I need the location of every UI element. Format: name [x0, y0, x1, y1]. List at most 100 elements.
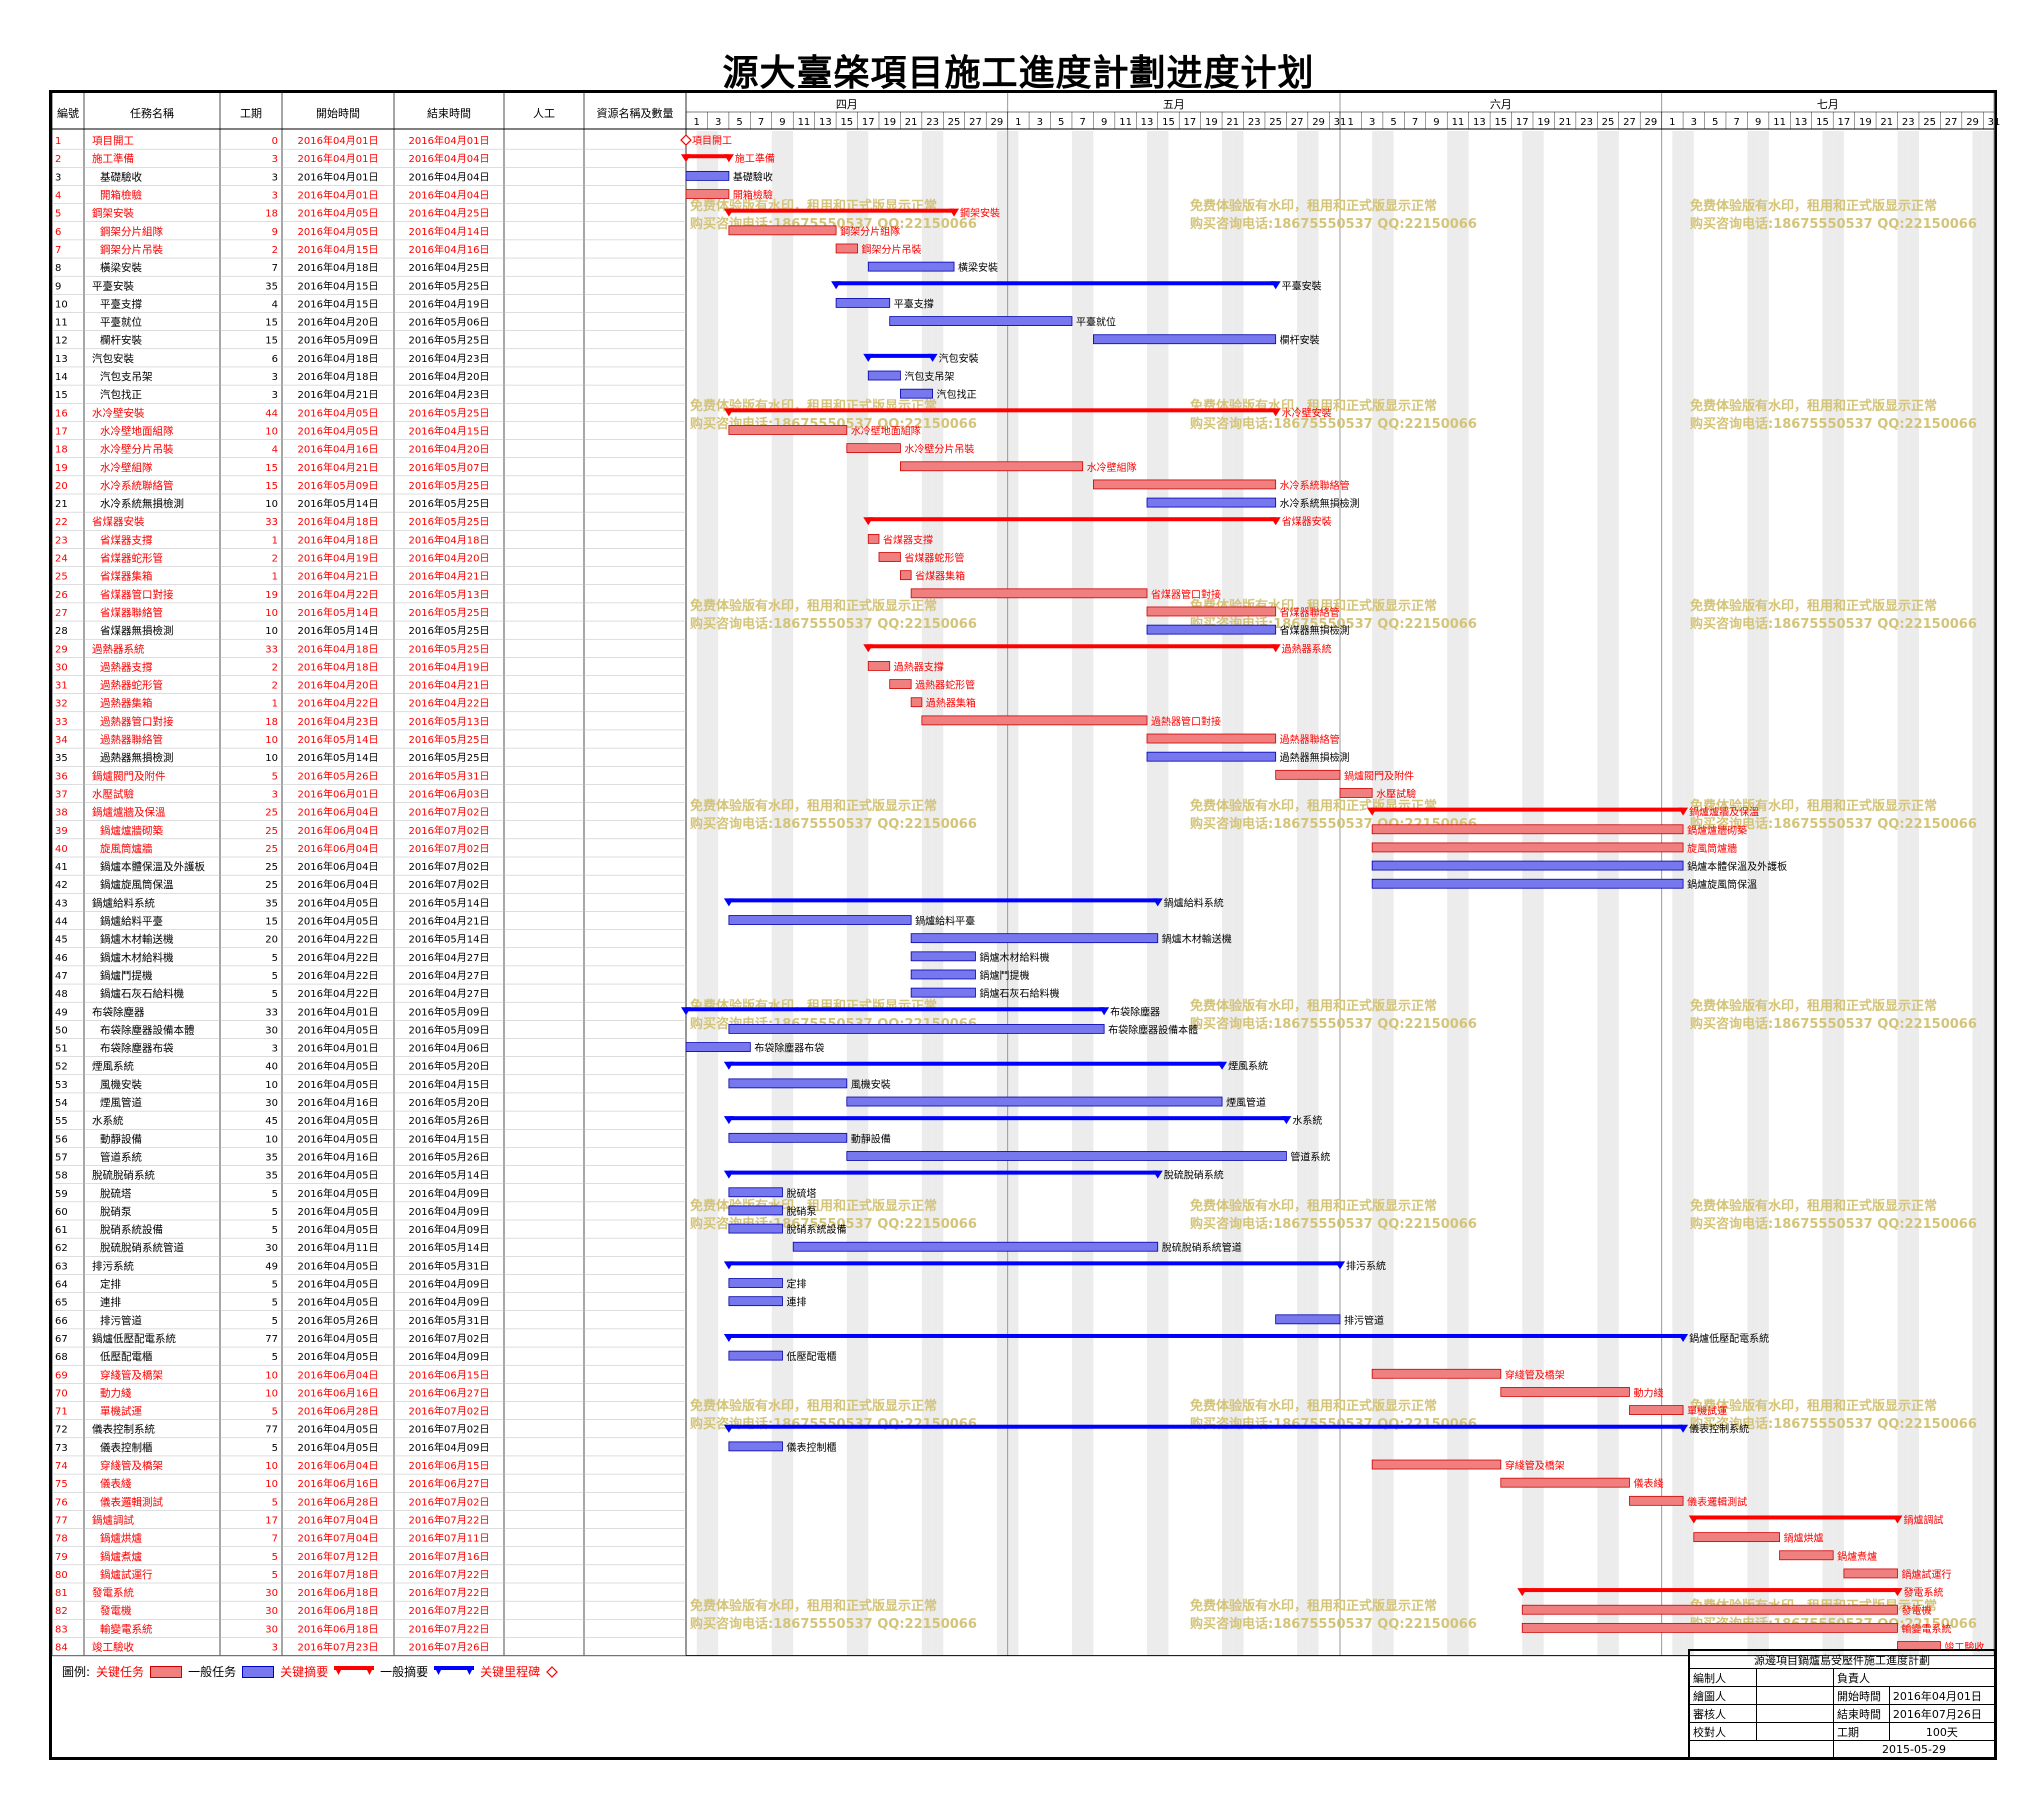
task-id: 33: [55, 717, 68, 728]
task-duration: 35: [265, 281, 278, 292]
task-duration: 10: [265, 626, 278, 637]
task-duration: 45: [265, 1116, 278, 1127]
day-label: 29: [1966, 117, 1979, 128]
task-id: 54: [55, 1098, 68, 1109]
task-id: 18: [55, 445, 68, 456]
task-end: 2016年04月25日: [409, 207, 490, 220]
bar-label: 旋風筒爐牆: [1687, 842, 1737, 855]
watermark-line1: 免费体验版有水印，租用和正式版显示正常: [1190, 198, 1437, 214]
task-name: 鍋爐鬥提機: [100, 969, 153, 982]
task-bar: [1521, 1622, 1898, 1633]
day-label: 17: [1516, 117, 1529, 128]
bar-label: 脫硝系統設備: [786, 1223, 846, 1236]
task-name: 儀表控制櫃: [100, 1441, 153, 1454]
task-name: 水冷壁組隊: [100, 461, 153, 474]
task-start: 2016年04月05日: [298, 1169, 379, 1182]
task-duration: 4: [272, 445, 278, 456]
day-label: 23: [1902, 117, 1915, 128]
task-bar: [1500, 1387, 1630, 1397]
task-duration: 10: [265, 1080, 278, 1091]
watermark-line1: 免费体验版有水印，租用和正式版显示正常: [690, 998, 937, 1014]
task-id: 35: [55, 753, 68, 764]
task-name: 水冷系統聯絡管: [100, 479, 174, 492]
bar-label: 省煤器蛇形管: [904, 552, 964, 565]
task-end: 2016年04月15日: [409, 1132, 490, 1145]
task-end: 2016年04月16日: [409, 243, 490, 256]
task-id: 48: [55, 989, 68, 1000]
task-duration: 25: [265, 844, 278, 855]
task-end: 2016年05月13日: [409, 715, 490, 728]
watermark-line1: 免费体验版有水印，租用和正式版显示正常: [1690, 398, 1937, 414]
day-label: 31: [1988, 117, 2001, 128]
column-header: 工期: [240, 107, 262, 120]
task-bar: [1146, 497, 1277, 508]
summary-bar: [1372, 807, 1684, 812]
task-id: 60: [55, 1207, 68, 1218]
task-name: 發電系統: [92, 1586, 134, 1599]
summary-bar: [868, 517, 1276, 522]
task-id: 56: [55, 1134, 68, 1145]
summary-start-cap: [723, 898, 734, 907]
task-name: 鍋爐煮爐: [100, 1550, 142, 1563]
summary-start-cap: [723, 1061, 734, 1070]
task-bar: [1093, 479, 1277, 490]
task-start: 2016年04月05日: [298, 1332, 379, 1345]
bar-label: 鍋爐鬥提機: [979, 969, 1029, 982]
task-end: 2016年05月25日: [409, 624, 490, 637]
task-bar: [1093, 334, 1277, 345]
task-bar: [910, 588, 1148, 599]
task-id: 43: [55, 898, 68, 909]
watermark-line2: 购买咨询电话:18675550537 QQ:22150066: [1690, 416, 1977, 432]
task-bar: [685, 170, 730, 181]
task-end: 2016年04月27日: [409, 969, 490, 982]
month-label: 五月: [1163, 98, 1185, 111]
task-start: 2016年04月05日: [298, 1441, 379, 1454]
day-label: 27: [1945, 117, 1958, 128]
task-id: 14: [55, 372, 68, 383]
summary-start-cap: [1517, 1588, 1528, 1597]
task-end: 2016年05月25日: [409, 733, 490, 746]
bar-label: 穿綫管及橋架: [1505, 1368, 1565, 1381]
task-id: 72: [55, 1425, 68, 1436]
day-label: 11: [1773, 117, 1786, 128]
task-duration: 5: [272, 1552, 278, 1563]
task-start: 2016年04月05日: [298, 1423, 379, 1436]
task-end: 2016年04月23日: [409, 388, 490, 401]
task-duration: 19: [265, 590, 278, 601]
task-duration: 18: [265, 209, 278, 220]
bar-label: 開箱檢驗: [733, 189, 773, 202]
task-start: 2016年06月04日: [298, 806, 379, 819]
summary-start-cap: [863, 517, 874, 526]
task-end: 2016年04月27日: [409, 951, 490, 964]
task-start: 2016年04月18日: [298, 533, 379, 546]
task-start: 2016年05月09日: [298, 479, 379, 492]
day-label: 11: [1119, 117, 1132, 128]
task-start: 2016年05月14日: [298, 733, 379, 746]
day-label: 13: [1795, 117, 1808, 128]
task-duration: 44: [265, 408, 278, 419]
month-label: 四月: [836, 98, 858, 111]
task-name: 過熱器蛇形管: [100, 679, 163, 692]
task-duration: 5: [272, 1352, 278, 1363]
task-duration: 77: [265, 1334, 278, 1345]
task-end: 2016年04月01日: [409, 134, 490, 147]
task-end: 2016年07月02日: [409, 878, 490, 891]
weekend-shade: [1758, 131, 1769, 1656]
summary-bar: [868, 644, 1276, 649]
bar-label: 汽包安裝: [939, 352, 979, 365]
task-start: 2016年04月01日: [298, 170, 379, 183]
task-id: 10: [55, 299, 68, 310]
task-duration: 30: [265, 1606, 278, 1617]
task-bar: [728, 1132, 848, 1143]
task-bar: [728, 1223, 783, 1234]
day-label: 15: [840, 117, 853, 128]
weekend-shade: [1897, 131, 1909, 1656]
weekend-shade: [1822, 131, 1834, 1656]
day-label: 5: [1390, 117, 1396, 128]
task-duration: 18: [265, 717, 278, 728]
weekend-shade: [1457, 131, 1469, 1656]
watermark-line2: 购买咨询电话:18675550537 QQ:22150066: [1190, 1016, 1477, 1032]
task-duration: 30: [265, 1588, 278, 1599]
weekend-shade: [1672, 131, 1684, 1656]
task-duration: 10: [265, 608, 278, 619]
